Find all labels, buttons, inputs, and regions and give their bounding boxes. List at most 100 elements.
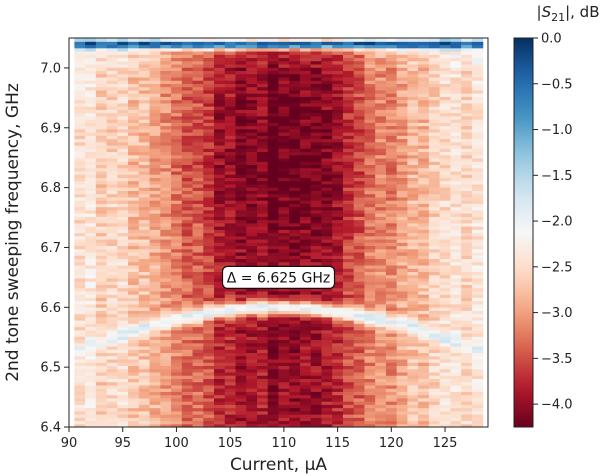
- heatmap-cell: [310, 141, 323, 146]
- heatmap-cell: [342, 41, 355, 46]
- heatmap-cell: [439, 200, 451, 204]
- heatmap-cell: [203, 209, 215, 214]
- heatmap-cell: [439, 284, 451, 289]
- heatmap-cell: [117, 329, 129, 334]
- heatmap-cell: [171, 303, 183, 308]
- heatmap-cell: [321, 161, 333, 166]
- heatmap-cell: [117, 63, 129, 68]
- heatmap-cell: [407, 349, 419, 354]
- heatmap-cell: [257, 248, 269, 253]
- heatmap-cell: [138, 274, 151, 279]
- heatmap-cell: [235, 67, 247, 72]
- heatmap-cell: [396, 128, 409, 133]
- heatmap-cell: [74, 109, 86, 114]
- x-tick-label: 120: [379, 436, 404, 451]
- heatmap-cell: [332, 277, 344, 282]
- heatmap-cell: [181, 112, 194, 117]
- heatmap-cell: [160, 154, 172, 159]
- heatmap-cell: [203, 50, 215, 55]
- heatmap-cell: [332, 313, 344, 318]
- heatmap-cell: [117, 277, 129, 282]
- heatmap-cell: [224, 323, 237, 328]
- heatmap-cell: [375, 164, 387, 169]
- heatmap-cell: [278, 99, 290, 104]
- heatmap-cell: [321, 170, 333, 175]
- heatmap-cell: [342, 414, 355, 418]
- heatmap-cell: [375, 248, 387, 253]
- heatmap-cell: [246, 115, 258, 120]
- heatmap-cell: [299, 261, 312, 266]
- heatmap-cell: [289, 242, 301, 247]
- heatmap-cell: [450, 216, 462, 221]
- heatmap-cell: [461, 216, 473, 221]
- heatmap-cell: [149, 213, 161, 217]
- heatmap-cell: [128, 264, 140, 269]
- heatmap-cell: [171, 417, 183, 422]
- heatmap-cell: [95, 264, 108, 269]
- heatmap-cell: [471, 203, 484, 208]
- heatmap-cell: [95, 294, 108, 298]
- heatmap-cell: [418, 219, 430, 224]
- heatmap-cell: [418, 274, 430, 279]
- heatmap-cell: [171, 99, 183, 104]
- heatmap-cell: [95, 281, 108, 285]
- colorbar-tick-label: −0.5: [541, 77, 573, 92]
- heatmap-cell: [396, 60, 409, 65]
- heatmap-cell: [289, 193, 301, 198]
- heatmap-cell: [85, 420, 97, 425]
- heatmap-cell: [117, 407, 129, 412]
- heatmap-cell: [74, 93, 86, 97]
- heatmap-cell: [85, 226, 97, 230]
- heatmap-cell: [95, 336, 108, 341]
- heatmap-cell: [342, 187, 355, 191]
- heatmap-cell: [128, 238, 140, 243]
- heatmap-cell: [332, 73, 344, 78]
- heatmap-cell: [149, 375, 161, 379]
- heatmap-cell: [171, 44, 183, 49]
- heatmap-cell: [332, 251, 344, 256]
- heatmap-cell: [439, 213, 451, 217]
- heatmap-cell: [364, 164, 376, 169]
- heatmap-cell: [224, 242, 237, 247]
- heatmap-cell: [396, 290, 409, 295]
- heatmap-cell: [171, 235, 183, 240]
- heatmap-cell: [117, 274, 129, 279]
- heatmap-cell: [375, 219, 387, 224]
- heatmap-cell: [418, 80, 430, 84]
- heatmap-cell: [74, 401, 86, 405]
- heatmap-cell: [95, 303, 108, 308]
- heatmap-cell: [267, 135, 280, 140]
- heatmap-cell: [310, 226, 323, 230]
- heatmap-cell: [257, 209, 269, 214]
- heatmap-cell: [471, 391, 484, 396]
- heatmap-cell: [95, 177, 108, 182]
- heatmap-cell: [321, 222, 333, 227]
- heatmap-cell: [138, 206, 151, 211]
- heatmap-cell: [407, 148, 419, 153]
- heatmap-cell: [224, 294, 237, 298]
- heatmap-cell: [278, 320, 290, 324]
- heatmap-cell: [310, 352, 323, 357]
- heatmap-cell: [138, 277, 151, 282]
- heatmap-cell: [310, 365, 323, 370]
- heatmap-cell: [224, 378, 237, 383]
- heatmap-cell: [203, 167, 215, 172]
- heatmap-cell: [85, 281, 97, 285]
- heatmap-cell: [407, 242, 419, 247]
- heatmap-cell: [214, 174, 226, 178]
- heatmap-cell: [246, 358, 258, 363]
- heatmap-cell: [106, 122, 118, 127]
- heatmap-cell: [235, 310, 247, 315]
- plot-frame: [68, 37, 489, 428]
- heatmap-cell: [385, 80, 398, 84]
- heatmap-cell: [149, 222, 161, 227]
- heatmap-cell: [396, 80, 409, 84]
- heatmap-cell: [171, 345, 183, 350]
- heatmap-cell: [299, 102, 312, 107]
- heatmap-cell: [375, 271, 387, 276]
- heatmap-cell: [299, 352, 312, 357]
- heatmap-cell: [117, 174, 129, 178]
- heatmap-cell: [192, 365, 204, 370]
- heatmap-cell: [353, 281, 366, 285]
- heatmap-cell: [171, 358, 183, 363]
